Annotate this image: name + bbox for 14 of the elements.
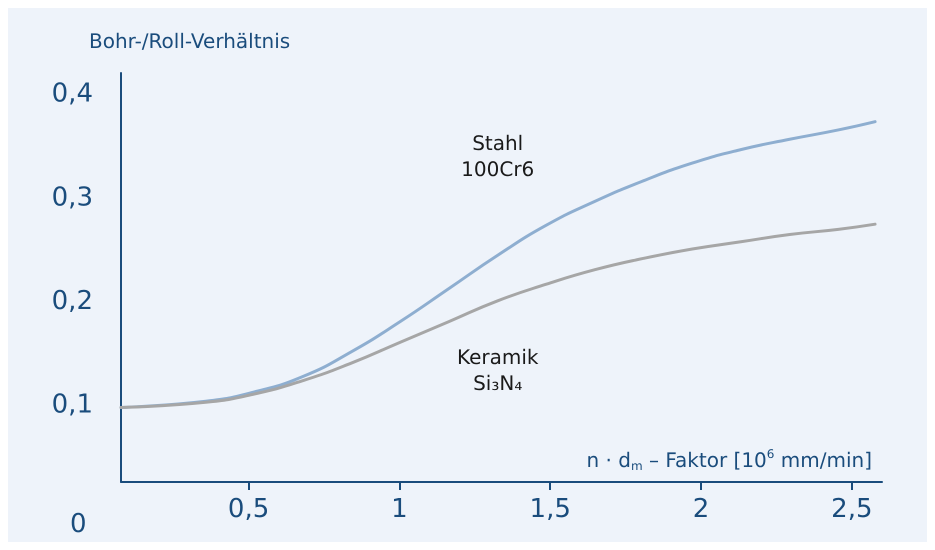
x-tick-label: 2,5: [831, 494, 873, 524]
y-axis-title: Bohr-/Roll-Verhältnis: [89, 29, 290, 53]
x-tick-label: 0,5: [228, 494, 270, 524]
y-tick-label: 0,3: [52, 182, 93, 212]
x-tick-label: 1,5: [530, 494, 571, 524]
x-tick-label: 2: [692, 494, 710, 524]
x-tick-label: 1: [391, 494, 408, 524]
text: Stahl 100Cr6: [461, 131, 534, 182]
text: 0: [70, 509, 87, 539]
series-label: Keramik Si₃N₄: [456, 344, 539, 395]
y-tick-label: 0,1: [52, 389, 93, 420]
line-series: [120, 222, 877, 409]
y-tick-label: 0,2: [52, 286, 93, 316]
y-tick-label: 0,4: [52, 78, 93, 109]
